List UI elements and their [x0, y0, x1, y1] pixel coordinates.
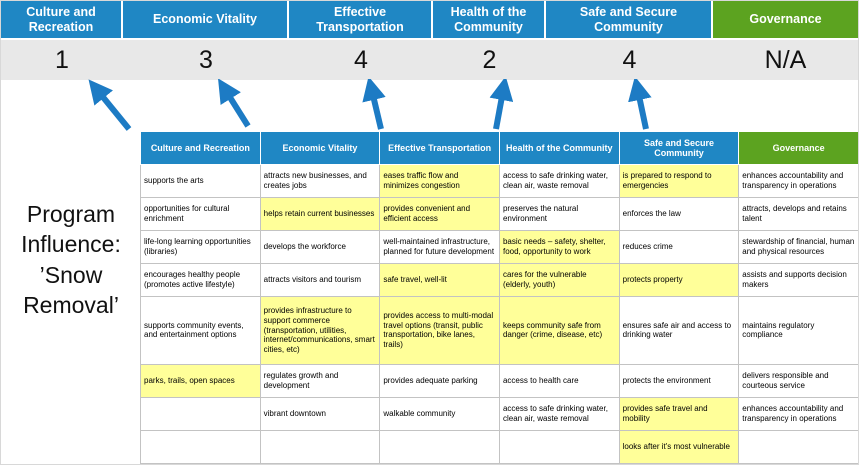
up-arrow-icon	[628, 79, 652, 130]
score-row: 1 3 4 2 4 N/A	[1, 40, 858, 80]
matrix-container: Culture and Recreation Economic Vitality E…	[140, 131, 858, 464]
matrix-cell: supports the arts	[140, 163, 261, 198]
matrix-cell: protects property	[618, 263, 740, 298]
matrix-cell: assists and supports decision makers	[738, 263, 858, 298]
matrix-header: Culture and Recreation	[140, 131, 261, 165]
matrix-row: vibrant downtown walkable community access…	[140, 396, 858, 431]
matrix-cell: attracts new businesses, and creates job…	[259, 163, 381, 198]
matrix-row: parks, trails, open spaces regulates grow…	[140, 363, 858, 398]
banner-cell-health-community: Health of the Community	[433, 1, 546, 38]
matrix-cell: maintains regulatory compliance	[738, 296, 858, 365]
matrix-cell: regulates growth and development	[259, 363, 381, 398]
matrix-cell: looks after it's most vulnerable	[618, 429, 740, 464]
arrows-layer	[88, 79, 652, 131]
banner-row: Culture and Recreation Economic Vitality…	[1, 1, 858, 38]
score-safe-secure-community: 4	[622, 45, 637, 74]
matrix-cell: supports community events, and entertain…	[140, 296, 261, 365]
score-culture-recreation: 1	[55, 45, 69, 74]
banner-cell-safe-secure-community: Safe and Secure Community	[546, 1, 713, 38]
matrix-cell: parks, trails, open spaces	[140, 363, 261, 398]
banner-cell-culture-recreation: Culture and Recreation	[1, 1, 123, 38]
matrix-cell: life-long learning opportunities (librar…	[140, 229, 261, 265]
matrix-cell: enforces the law	[618, 196, 740, 231]
matrix-cell: vibrant downtown	[259, 396, 381, 431]
matrix-cell: walkable community	[379, 396, 500, 431]
matrix-header: Economic Vitality	[259, 131, 381, 165]
matrix-row: encourages healthy people (promotes acti…	[140, 263, 858, 298]
matrix-cell: is prepared to respond to emergencies	[618, 163, 740, 198]
matrix-cell	[140, 429, 261, 464]
matrix-row: supports the arts attracts new businesses…	[140, 163, 858, 198]
matrix-header-row: Culture and Recreation Economic Vitality E…	[140, 131, 858, 165]
matrix-cell: attracts, develops and retains talent	[738, 196, 858, 231]
matrix-cell: protects the environment	[618, 363, 740, 398]
matrix-header: Health of the Community	[498, 131, 620, 165]
matrix-cell: cares for the vulnerable (elderly, youth…	[498, 263, 620, 298]
score-economic-vitality: 3	[199, 45, 213, 74]
matrix-cell	[738, 429, 858, 464]
matrix-cell: reduces crime	[618, 229, 740, 265]
matrix-cell: preserves the natural environment	[498, 196, 620, 231]
matrix-cell	[140, 396, 261, 431]
matrix-header: Governance	[738, 131, 858, 165]
matrix-header: Safe and Secure Community	[618, 131, 740, 165]
matrix-cell: enhances accountability and transparency…	[738, 396, 858, 431]
matrix-cell: access to health care	[498, 363, 620, 398]
matrix-cell: ensures safe air and access to drinking …	[618, 296, 740, 365]
matrix-cell: attracts visitors and tourism	[259, 263, 381, 298]
up-arrow-icon	[88, 79, 132, 131]
score-governance: N/A	[764, 45, 807, 74]
matrix-cell: enhances accountability and transparency…	[738, 163, 858, 198]
matrix-cell: provides adequate parking	[379, 363, 500, 398]
matrix-cell: basic needs – safety, shelter, food, opp…	[498, 229, 620, 265]
banner-cell-governance: Governance	[713, 1, 858, 38]
matrix-cell: provides convenient and efficient access	[379, 196, 500, 231]
matrix-cell: opportunities for cultural enrichment	[140, 196, 261, 231]
up-arrow-icon	[218, 79, 251, 128]
score-health-community: 2	[482, 45, 497, 74]
up-arrow-icon	[489, 79, 514, 130]
matrix-cell: delivers responsible and courteous servi…	[738, 363, 858, 398]
banner-cell-economic-vitality: Economic Vitality	[123, 1, 289, 38]
matrix-cell	[379, 429, 500, 464]
matrix-cell: develops the workforce	[259, 229, 381, 265]
matrix-row: opportunities for cultural enrichment hel…	[140, 196, 858, 231]
matrix-cell: well-maintained infrastructure, planned …	[379, 229, 500, 265]
matrix-header: Effective Transportation	[379, 131, 500, 165]
score-effective-transportation: 4	[354, 45, 368, 74]
up-arrow-icon	[362, 79, 386, 130]
matrix-cell: helps retain current businesses	[259, 196, 381, 231]
matrix-cell: provides infrastructure to support comme…	[259, 296, 381, 365]
matrix-cell: provides safe travel and mobility	[618, 396, 740, 431]
matrix-cell: access to safe drinking water, clean air…	[498, 396, 620, 431]
matrix-cell: access to safe drinking water, clean air…	[498, 163, 620, 198]
matrix-row: supports community events, and entertain…	[140, 296, 858, 365]
matrix-cell	[259, 429, 381, 464]
matrix-cell: eases traffic flow and minimizes congest…	[379, 163, 500, 198]
matrix-cell: safe travel, well-lit	[379, 263, 500, 298]
matrix-row: looks after it's most vulnerable	[140, 429, 858, 464]
matrix-cell: encourages healthy people (promotes acti…	[140, 263, 261, 298]
banner-cell-effective-transportation: Effective Transportation	[289, 1, 433, 38]
program-influence-label: Program Influence: ’Snow Removal’	[21, 201, 121, 319]
matrix-cell	[498, 429, 620, 464]
influence-matrix: Culture and Recreation Economic Vitality E…	[140, 131, 858, 464]
matrix-cell: stewardship of financial, human and phys…	[738, 229, 858, 265]
matrix-cell: provides access to multi-modal travel op…	[379, 296, 500, 365]
matrix-row: life-long learning opportunities (librar…	[140, 229, 858, 265]
matrix-cell: keeps community safe from danger (crime,…	[498, 296, 620, 365]
